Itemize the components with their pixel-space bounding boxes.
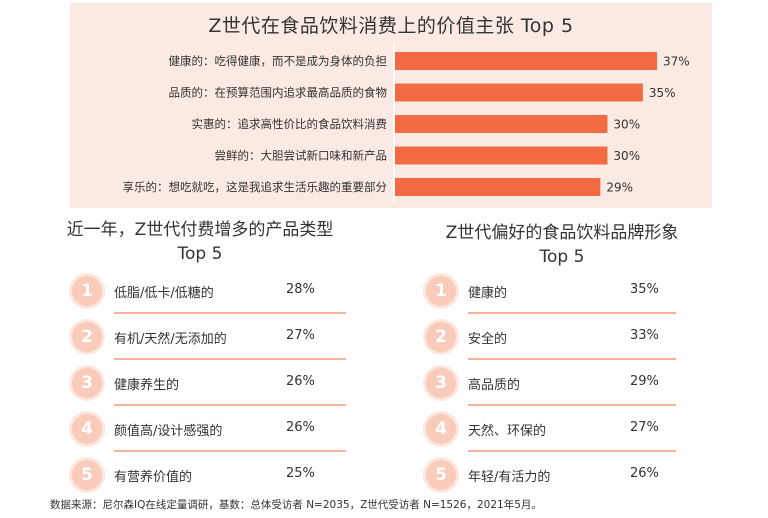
bar-value-label: 30% xyxy=(613,149,640,163)
rank-value: 27% xyxy=(286,328,315,343)
rank-value: 33% xyxy=(630,328,659,343)
rank-value: 26% xyxy=(630,466,659,481)
bar xyxy=(395,146,608,165)
rank-category-label: 低脂/低卡/低糖的 xyxy=(114,286,214,301)
bar-category-label: 享乐的：想吃就吃，这是我追求生活乐趣的重要部分 xyxy=(123,180,388,194)
rank-divider xyxy=(468,358,676,360)
rank-row: 1 低脂/低卡/低糖的 28% xyxy=(72,276,362,314)
rank-value: 29% xyxy=(630,374,659,389)
rank-row: 4 颜值高/设计感强的 26% xyxy=(72,414,362,452)
bar xyxy=(395,83,643,102)
rank-number-badge: 5 xyxy=(72,460,102,490)
data-source-note: 数据来源：尼尔森IQ在线定量调研，基数：总体受访者 N=2035，Z世代受访者 … xyxy=(50,499,542,511)
right-table-title-line2: Top 5 xyxy=(539,247,585,267)
bar-chart-title: Z世代在食品饮料消费上的价值主张 Top 5 xyxy=(208,15,574,37)
rank-value: 26% xyxy=(286,420,315,435)
bar-category-label: 尝鲜的：大胆尝试新口味和新产品 xyxy=(215,149,388,163)
bar-category-label: 健康的：吃得健康，而不是成为身体的负担 xyxy=(169,54,388,68)
rank-category-label: 有机/天然/无添加的 xyxy=(114,332,227,347)
rank-value: 27% xyxy=(630,420,659,435)
rank-row: 5 有营养价值的 25% xyxy=(72,460,362,496)
value-proposition-bar-chart: 健康的：吃得健康，而不是成为身体的负担 37% 品质的：在预算范围内追求最高品质的食… xyxy=(123,43,690,203)
rank-number-badge: 2 xyxy=(72,322,102,352)
rank-number-badge: 1 xyxy=(426,276,456,306)
right-table-title: Z世代偏好的食品饮料品牌形象 Top 5 xyxy=(402,221,722,269)
rank-divider xyxy=(114,404,346,406)
bar-category-label: 品质的：在预算范围内追求最高品质的食物 xyxy=(169,86,388,100)
rank-divider xyxy=(114,450,346,452)
rank-number-badge: 4 xyxy=(72,414,102,444)
rank-category-label: 颜值高/设计感强的 xyxy=(114,424,223,439)
rank-category-label: 有营养价值的 xyxy=(114,470,193,485)
right-table-title-line1: Z世代偏好的食品饮料品牌形象 xyxy=(445,223,679,243)
rank-category-label: 健康养生的 xyxy=(114,378,180,393)
rank-number-badge: 3 xyxy=(426,368,456,398)
rank-category-label: 高品质的 xyxy=(468,378,521,393)
rank-divider xyxy=(114,358,346,360)
rank-value: 35% xyxy=(630,282,659,297)
bar-value-label: 35% xyxy=(649,86,676,100)
rank-number-badge: 4 xyxy=(426,414,456,444)
rank-number-badge: 1 xyxy=(72,276,102,306)
left-table-title-line1: 近一年，Z世代付费增多的产品类型 xyxy=(66,220,334,240)
rank-value: 26% xyxy=(286,374,315,389)
rank-value: 28% xyxy=(286,282,315,297)
bar xyxy=(395,115,608,133)
rank-row: 3 健康养生的 26% xyxy=(72,368,362,406)
rank-value: 25% xyxy=(286,466,315,481)
rank-number-badge: 2 xyxy=(426,322,456,352)
rank-number-badge: 3 xyxy=(72,368,102,398)
rank-row: 2 有机/天然/无添加的 27% xyxy=(72,322,362,360)
rank-row: 4 天然、环保的 27% xyxy=(426,414,686,452)
rank-category-label: 健康的 xyxy=(468,286,508,301)
rank-category-label: 年轻/有活力的 xyxy=(468,470,551,485)
rank-divider xyxy=(468,450,676,452)
rank-divider xyxy=(468,404,676,406)
left-table-title: 近一年，Z世代付费增多的产品类型 Top 5 xyxy=(40,218,360,266)
bar-category-label: 实惠的：追求高性价比的食品饮料消费 xyxy=(192,117,388,131)
rank-number-badge: 5 xyxy=(426,460,456,490)
left-table-title-line2: Top 5 xyxy=(177,244,223,264)
bar xyxy=(395,178,601,196)
rank-divider xyxy=(468,312,676,314)
rank-category-label: 天然、环保的 xyxy=(468,424,547,439)
value-proposition-panel: Z世代在食品饮料消费上的价值主张 Top 5 健康的：吃得健康，而不是成为身体的… xyxy=(70,3,712,208)
rank-category-label: 安全的 xyxy=(468,332,508,347)
rank-row: 3 高品质的 29% xyxy=(426,368,686,406)
rank-row: 5 年轻/有活力的 26% xyxy=(426,460,686,496)
bar xyxy=(395,52,657,70)
rank-row: 2 安全的 33% xyxy=(426,322,686,360)
rank-divider xyxy=(114,312,346,314)
bar-value-label: 37% xyxy=(663,55,690,69)
bar-value-label: 30% xyxy=(613,118,640,132)
rank-row: 1 健康的 35% xyxy=(426,276,686,314)
bar-value-label: 29% xyxy=(606,181,633,195)
